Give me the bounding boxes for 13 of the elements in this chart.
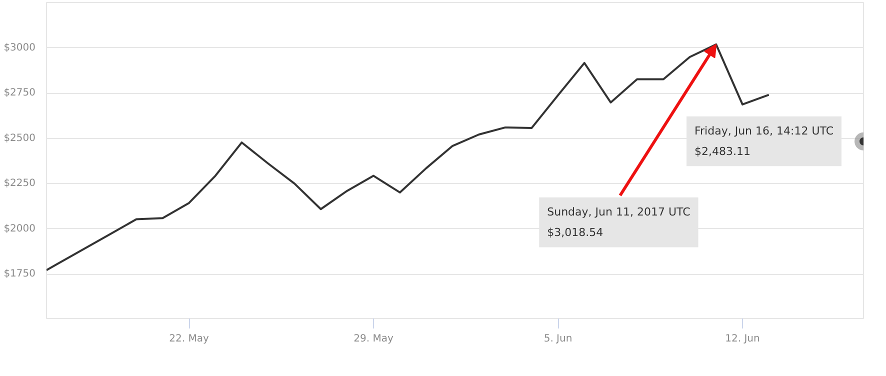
- annotation: Friday, Jun 16, 14:12 UTC $2,483.11: [694, 124, 834, 158]
- y-tick-label: $2500: [4, 132, 36, 144]
- y-tick-label: $2250: [4, 178, 36, 190]
- x-tick-label: 5. Jun: [544, 334, 572, 344]
- y-tick-label: $3000: [4, 42, 36, 54]
- annotation: Sunday, Jun 11, 2017 UTC $3,018.54: [547, 205, 691, 240]
- y-tick-label: $2000: [4, 223, 36, 234]
- y-tick-label: $2750: [4, 88, 36, 99]
- x-tick-label: 22. May: [169, 334, 209, 344]
- y-tick-label: $1750: [4, 268, 36, 280]
- x-tick-label: 29. May: [354, 334, 394, 344]
- x-tick-label: 12. Jun: [725, 334, 760, 344]
- line-series: [46, 43, 770, 272]
